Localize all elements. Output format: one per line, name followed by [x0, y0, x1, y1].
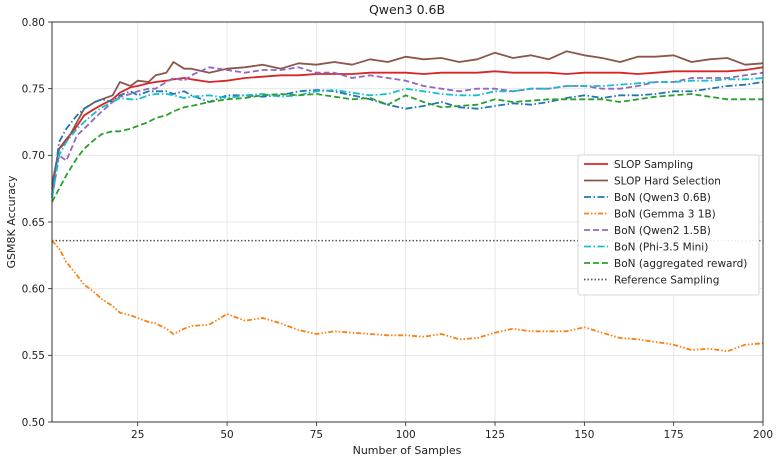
- y-tick-label: 0.55: [22, 350, 45, 362]
- y-tick-label: 0.75: [22, 83, 45, 95]
- y-tick-label: 0.50: [22, 417, 45, 429]
- y-tick-label: 0.65: [22, 217, 45, 229]
- x-tick-label: 125: [485, 429, 505, 441]
- legend-entry: BoN (Qwen2 1.5B): [614, 225, 711, 237]
- y-tick-label: 0.70: [22, 150, 45, 162]
- x-axis-ticks: 25 50 75 100 125 150 175 200: [131, 422, 773, 441]
- series-line-3: [51, 240, 764, 353]
- series-line-2: [51, 81, 764, 196]
- legend-entry: Reference Sampling: [614, 274, 719, 286]
- legend-entry: SLOP Hard Selection: [614, 175, 721, 187]
- legend-box: [577, 154, 760, 296]
- series-lines: [51, 50, 764, 353]
- x-tick-label: 25: [131, 429, 144, 441]
- y-tick-label: 0.60: [22, 283, 45, 295]
- x-tick-label: 75: [310, 429, 323, 441]
- x-tick-label: 100: [396, 429, 416, 441]
- x-tick-label: 200: [753, 429, 773, 441]
- x-tick-label: 50: [220, 429, 233, 441]
- x-tick-label: 150: [574, 429, 594, 441]
- chart-title: Qwen3 0.6B: [369, 2, 445, 17]
- legend-entry: BoN (Gemma 3 1B): [614, 208, 716, 220]
- series-line-0: [51, 66, 764, 189]
- legend: SLOP Sampling SLOP Hard Selection BoN (Qwe…: [577, 154, 760, 296]
- y-axis-label: GSM8K Accuracy: [5, 175, 18, 268]
- legend-entry: SLOP Sampling: [614, 159, 693, 171]
- legend-entry: BoN (Phi-3.5 Mini): [614, 241, 708, 253]
- series-line-4: [51, 66, 764, 199]
- legend-entry: BoN (aggregated reward): [614, 258, 747, 270]
- y-tick-label: 0.80: [22, 17, 45, 29]
- x-axis-label: Number of Samples: [353, 444, 462, 457]
- y-axis-ticks: 0.50 0.55 0.60 0.65 0.70 0.75 0.80: [22, 17, 52, 429]
- series-line-1: [51, 50, 764, 185]
- legend-entry: BoN (Qwen3 0.6B): [614, 192, 711, 204]
- series-line-6: [51, 93, 763, 203]
- x-tick-label: 175: [664, 429, 684, 441]
